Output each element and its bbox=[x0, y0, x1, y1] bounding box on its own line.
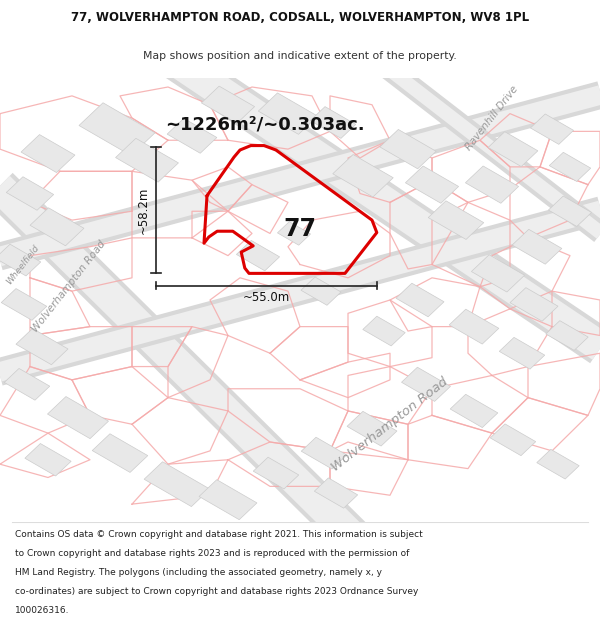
Bar bbox=[47, 396, 109, 439]
Bar bbox=[347, 411, 397, 446]
Text: ~55.0m: ~55.0m bbox=[243, 291, 290, 304]
Bar bbox=[396, 283, 444, 317]
Bar bbox=[490, 424, 536, 456]
Bar bbox=[25, 444, 71, 476]
Text: ~58.2m: ~58.2m bbox=[136, 186, 149, 234]
Bar bbox=[144, 462, 210, 506]
Text: to Crown copyright and database rights 2023 and is reproduced with the permissio: to Crown copyright and database rights 2… bbox=[15, 549, 409, 558]
Bar bbox=[259, 93, 317, 134]
Bar bbox=[488, 132, 538, 166]
Text: Wolverhampton Road: Wolverhampton Road bbox=[30, 239, 108, 334]
Bar bbox=[301, 277, 341, 305]
Bar bbox=[549, 152, 591, 181]
Bar bbox=[380, 129, 436, 169]
Bar bbox=[472, 255, 524, 292]
Bar bbox=[301, 438, 347, 469]
Text: 77, WOLVERHAMPTON ROAD, CODSALL, WOLVERHAMPTON, WV8 1PL: 77, WOLVERHAMPTON ROAD, CODSALL, WOLVERH… bbox=[71, 11, 529, 24]
Text: Wolverhampton Road: Wolverhampton Road bbox=[329, 375, 451, 474]
Bar bbox=[548, 196, 592, 226]
Bar bbox=[512, 229, 562, 264]
Text: ~1226m²/~0.303ac.: ~1226m²/~0.303ac. bbox=[165, 116, 365, 134]
Bar bbox=[466, 166, 518, 203]
Bar bbox=[30, 208, 84, 246]
Text: co-ordinates) are subject to Crown copyright and database rights 2023 Ordnance S: co-ordinates) are subject to Crown copyr… bbox=[15, 588, 418, 596]
Text: HM Land Registry. The polygons (including the associated geometry, namely x, y: HM Land Registry. The polygons (includin… bbox=[15, 568, 382, 578]
Bar bbox=[253, 458, 299, 489]
Bar bbox=[199, 479, 257, 520]
Text: Wheelfield: Wheelfield bbox=[5, 243, 41, 286]
Bar bbox=[236, 241, 280, 271]
Bar bbox=[21, 134, 75, 172]
Bar bbox=[310, 107, 356, 138]
Text: Contains OS data © Crown copyright and database right 2021. This information is : Contains OS data © Crown copyright and d… bbox=[15, 530, 423, 539]
Bar bbox=[510, 288, 558, 321]
Bar bbox=[363, 316, 405, 346]
Bar bbox=[0, 244, 41, 276]
Bar bbox=[401, 368, 451, 401]
Bar bbox=[546, 321, 588, 351]
Bar bbox=[4, 369, 50, 400]
Bar bbox=[537, 449, 579, 479]
Bar bbox=[7, 177, 53, 210]
Bar bbox=[92, 434, 148, 472]
Bar bbox=[1, 289, 47, 320]
Bar bbox=[333, 154, 393, 197]
Bar bbox=[499, 338, 545, 369]
Bar bbox=[16, 329, 68, 365]
Bar bbox=[530, 114, 574, 144]
Text: Map shows position and indicative extent of the property.: Map shows position and indicative extent… bbox=[143, 51, 457, 61]
Bar bbox=[428, 201, 484, 239]
Bar bbox=[79, 102, 155, 156]
Bar bbox=[406, 166, 458, 203]
Bar bbox=[116, 138, 178, 182]
Text: 100026316.: 100026316. bbox=[15, 606, 70, 616]
Bar bbox=[202, 86, 254, 123]
Bar bbox=[167, 118, 217, 153]
Bar bbox=[449, 309, 499, 344]
Text: Ravenhill Drive: Ravenhill Drive bbox=[464, 84, 520, 152]
Text: 77: 77 bbox=[284, 217, 317, 241]
Bar bbox=[314, 478, 358, 508]
Bar bbox=[450, 394, 498, 428]
Bar bbox=[277, 222, 311, 245]
